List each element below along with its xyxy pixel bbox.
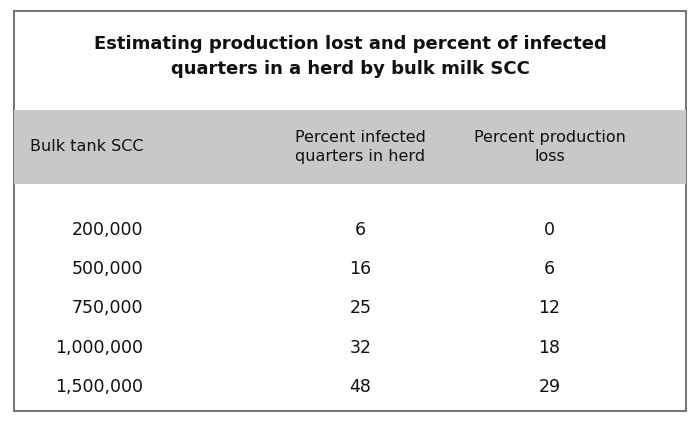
Text: 29: 29	[538, 378, 561, 396]
Text: 6: 6	[355, 221, 366, 239]
Text: Bulk tank SCC: Bulk tank SCC	[30, 139, 143, 154]
FancyBboxPatch shape	[14, 110, 686, 184]
Text: 48: 48	[349, 378, 372, 396]
Text: 750,000: 750,000	[72, 300, 144, 317]
Text: 0: 0	[544, 221, 555, 239]
Text: 500,000: 500,000	[72, 260, 144, 278]
Text: 1,000,000: 1,000,000	[55, 339, 144, 357]
Text: 200,000: 200,000	[72, 221, 144, 239]
Text: 25: 25	[349, 300, 372, 317]
Text: 32: 32	[349, 339, 372, 357]
Text: 12: 12	[538, 300, 561, 317]
Text: Percent infected
quarters in herd: Percent infected quarters in herd	[295, 130, 426, 164]
Text: Estimating production lost and percent of infected
quarters in a herd by bulk mi: Estimating production lost and percent o…	[94, 35, 606, 78]
Text: 18: 18	[538, 339, 561, 357]
Text: 6: 6	[544, 260, 555, 278]
Text: Percent production
loss: Percent production loss	[474, 130, 625, 164]
FancyBboxPatch shape	[14, 11, 686, 411]
Text: 1,500,000: 1,500,000	[55, 378, 144, 396]
Text: 16: 16	[349, 260, 372, 278]
